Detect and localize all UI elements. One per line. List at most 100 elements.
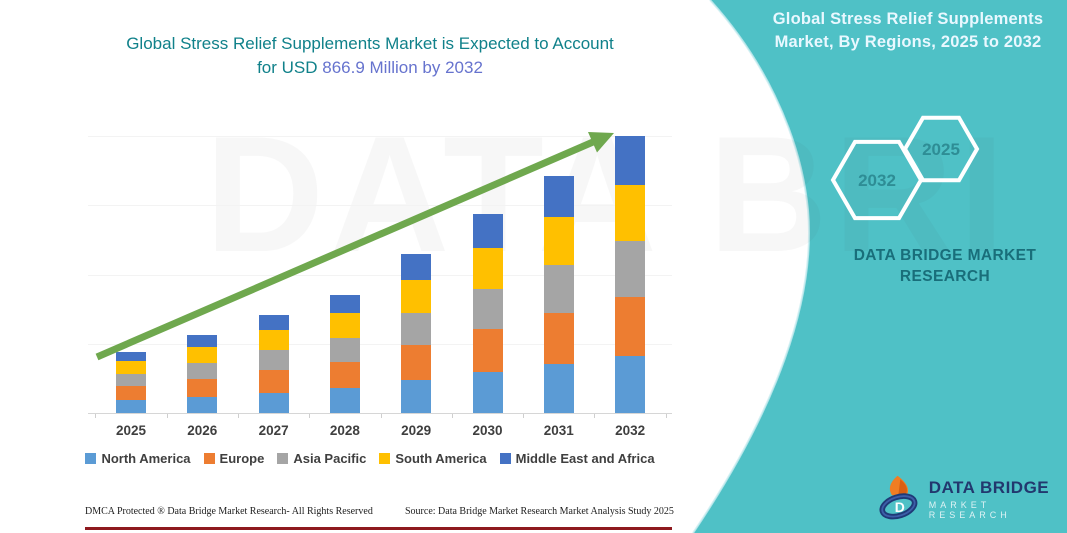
bar-segment-south-america: [329, 313, 360, 338]
legend-swatch-icon: [85, 453, 97, 464]
axis-tick: [95, 414, 97, 418]
legend-swatch-icon: [379, 453, 391, 464]
bar-segment-north-america: [258, 392, 289, 413]
chart-title-line2: for USD 866.9 Million by 2032: [55, 56, 685, 80]
bar-segment-europe: [615, 297, 646, 357]
axis-tick: [237, 414, 239, 418]
bar-segment-europe: [258, 370, 289, 393]
axis-tick: [166, 414, 168, 418]
bar-segment-middle-east-and-africa: [116, 352, 146, 362]
gridline: [88, 136, 672, 137]
bar-segment-asia-pacific: [543, 265, 574, 314]
axis-tick: [665, 414, 667, 418]
company-logo-name: DATA BRIDGE: [928, 478, 1050, 497]
bar-segment-middle-east-and-africa: [187, 335, 218, 347]
bar-segment-south-america: [116, 361, 146, 375]
bar-2028: [329, 295, 360, 413]
bar-segment-asia-pacific: [329, 337, 360, 362]
bar-segment-asia-pacific: [258, 350, 289, 371]
legend-swatch-icon: [499, 453, 511, 464]
x-axis-label-2029: 2029: [401, 423, 432, 438]
footer-dmca-text: DMCA Protected ® Data Bridge Market Rese…: [85, 506, 373, 517]
right-panel-heading-line1: Global Stress Relief Supplements: [772, 10, 1044, 28]
x-axis-label-2026: 2026: [187, 423, 218, 438]
axis-tick: [380, 414, 382, 418]
chart-title-line1: Global Stress Relief Supplements Market …: [126, 34, 614, 53]
bar-segment-middle-east-and-africa: [329, 295, 360, 314]
bar-segment-south-america: [472, 248, 503, 289]
bar-segment-south-america: [543, 217, 574, 266]
bar-segment-europe: [401, 345, 432, 381]
bar-segment-middle-east-and-africa: [472, 213, 503, 249]
trend-arrow-shaft: [95, 138, 595, 361]
legend-item-middle-east-and-africa: Middle East and Africa: [499, 451, 655, 466]
bar-segment-north-america: [401, 380, 432, 413]
footer-divider-rule: [85, 527, 672, 530]
x-axis-label-2030: 2030: [472, 423, 503, 438]
bar-2032: [615, 136, 646, 413]
bar-segment-europe: [116, 386, 146, 401]
axis-tick: [451, 414, 453, 418]
bar-segment-asia-pacific: [472, 288, 503, 329]
company-logo: D DATA BRIDGE MARKET RESEARCH: [878, 472, 1067, 524]
bar-segment-south-america: [401, 280, 432, 313]
bar-segment-middle-east-and-africa: [615, 136, 646, 185]
legend-item-south-america: South America: [379, 451, 487, 466]
bar-segment-asia-pacific: [187, 363, 218, 379]
legend-label: North America: [101, 451, 191, 466]
bar-2030: [472, 213, 503, 413]
bar-segment-middle-east-and-africa: [401, 253, 432, 281]
bar-segment-asia-pacific: [615, 241, 646, 298]
bar-2031: [543, 175, 574, 413]
bar-2027: [258, 314, 289, 413]
legend-item-north-america: North America: [85, 451, 191, 466]
x-axis-label-2028: 2028: [329, 423, 360, 438]
axis-tick: [594, 414, 596, 418]
bar-segment-north-america: [329, 388, 360, 413]
x-axis-label-2025: 2025: [115, 423, 147, 438]
company-logo-icon: D: [879, 475, 918, 520]
hexagon-2025-label: 2025: [922, 140, 960, 159]
trend-arrow-head: [588, 132, 614, 153]
brand-wordmark-line2: RESEARCH: [899, 268, 991, 285]
bar-segment-north-america: [187, 396, 218, 413]
bar-2029: [401, 253, 432, 413]
footer-source-text: Source: Data Bridge Market Research Mark…: [405, 506, 674, 517]
brand-wordmark: DATA BRIDGE MARKET RESEARCH: [800, 245, 1067, 287]
legend-label: Middle East and Africa: [515, 451, 655, 466]
bar-segment-south-america: [187, 346, 218, 364]
bar-segment-middle-east-and-africa: [543, 175, 574, 218]
company-logo-text: DATA BRIDGE MARKET RESEARCH: [929, 472, 1067, 520]
gridline: [88, 205, 672, 207]
brand-wordmark-line1: DATA BRIDGE MARKET: [853, 247, 1037, 264]
company-logo-subtitle: MARKET RESEARCH: [928, 500, 1011, 520]
x-axis-line: [88, 413, 672, 414]
logo-d-letter: D: [895, 499, 905, 515]
bar-segment-europe: [543, 313, 574, 365]
bar-segment-europe: [329, 361, 360, 389]
logo-swoosh-icon: [879, 493, 918, 520]
teal-panel-edge-highlight: [692, 0, 810, 533]
logo-flame-shadow: [898, 479, 907, 495]
teal-panel-fill: [693, 0, 1067, 533]
legend-label: Europe: [219, 451, 265, 466]
hexagon-2032-label: 2032: [858, 171, 896, 190]
chart-title-line2-highlight: 866.9 Million by 2032: [322, 58, 483, 77]
gridline: [88, 343, 672, 345]
axis-tick: [309, 414, 311, 418]
bar-segment-middle-east-and-africa: [258, 314, 289, 330]
bar-segment-asia-pacific: [401, 313, 432, 346]
bar-2025: [116, 352, 146, 413]
bar-segment-europe: [472, 328, 503, 373]
legend-item-europe: Europe: [203, 451, 265, 466]
legend-swatch-icon: [277, 453, 289, 464]
bar-segment-north-america: [116, 400, 146, 413]
legend-swatch-icon: [203, 453, 215, 464]
right-panel-heading-line2: Market, By Regions, 2025 to 2032: [774, 33, 1042, 51]
bar-segment-europe: [187, 378, 218, 397]
bar-segment-north-america: [543, 364, 574, 413]
chart-legend: North America Europe Asia Pacific South Ame…: [55, 451, 685, 466]
